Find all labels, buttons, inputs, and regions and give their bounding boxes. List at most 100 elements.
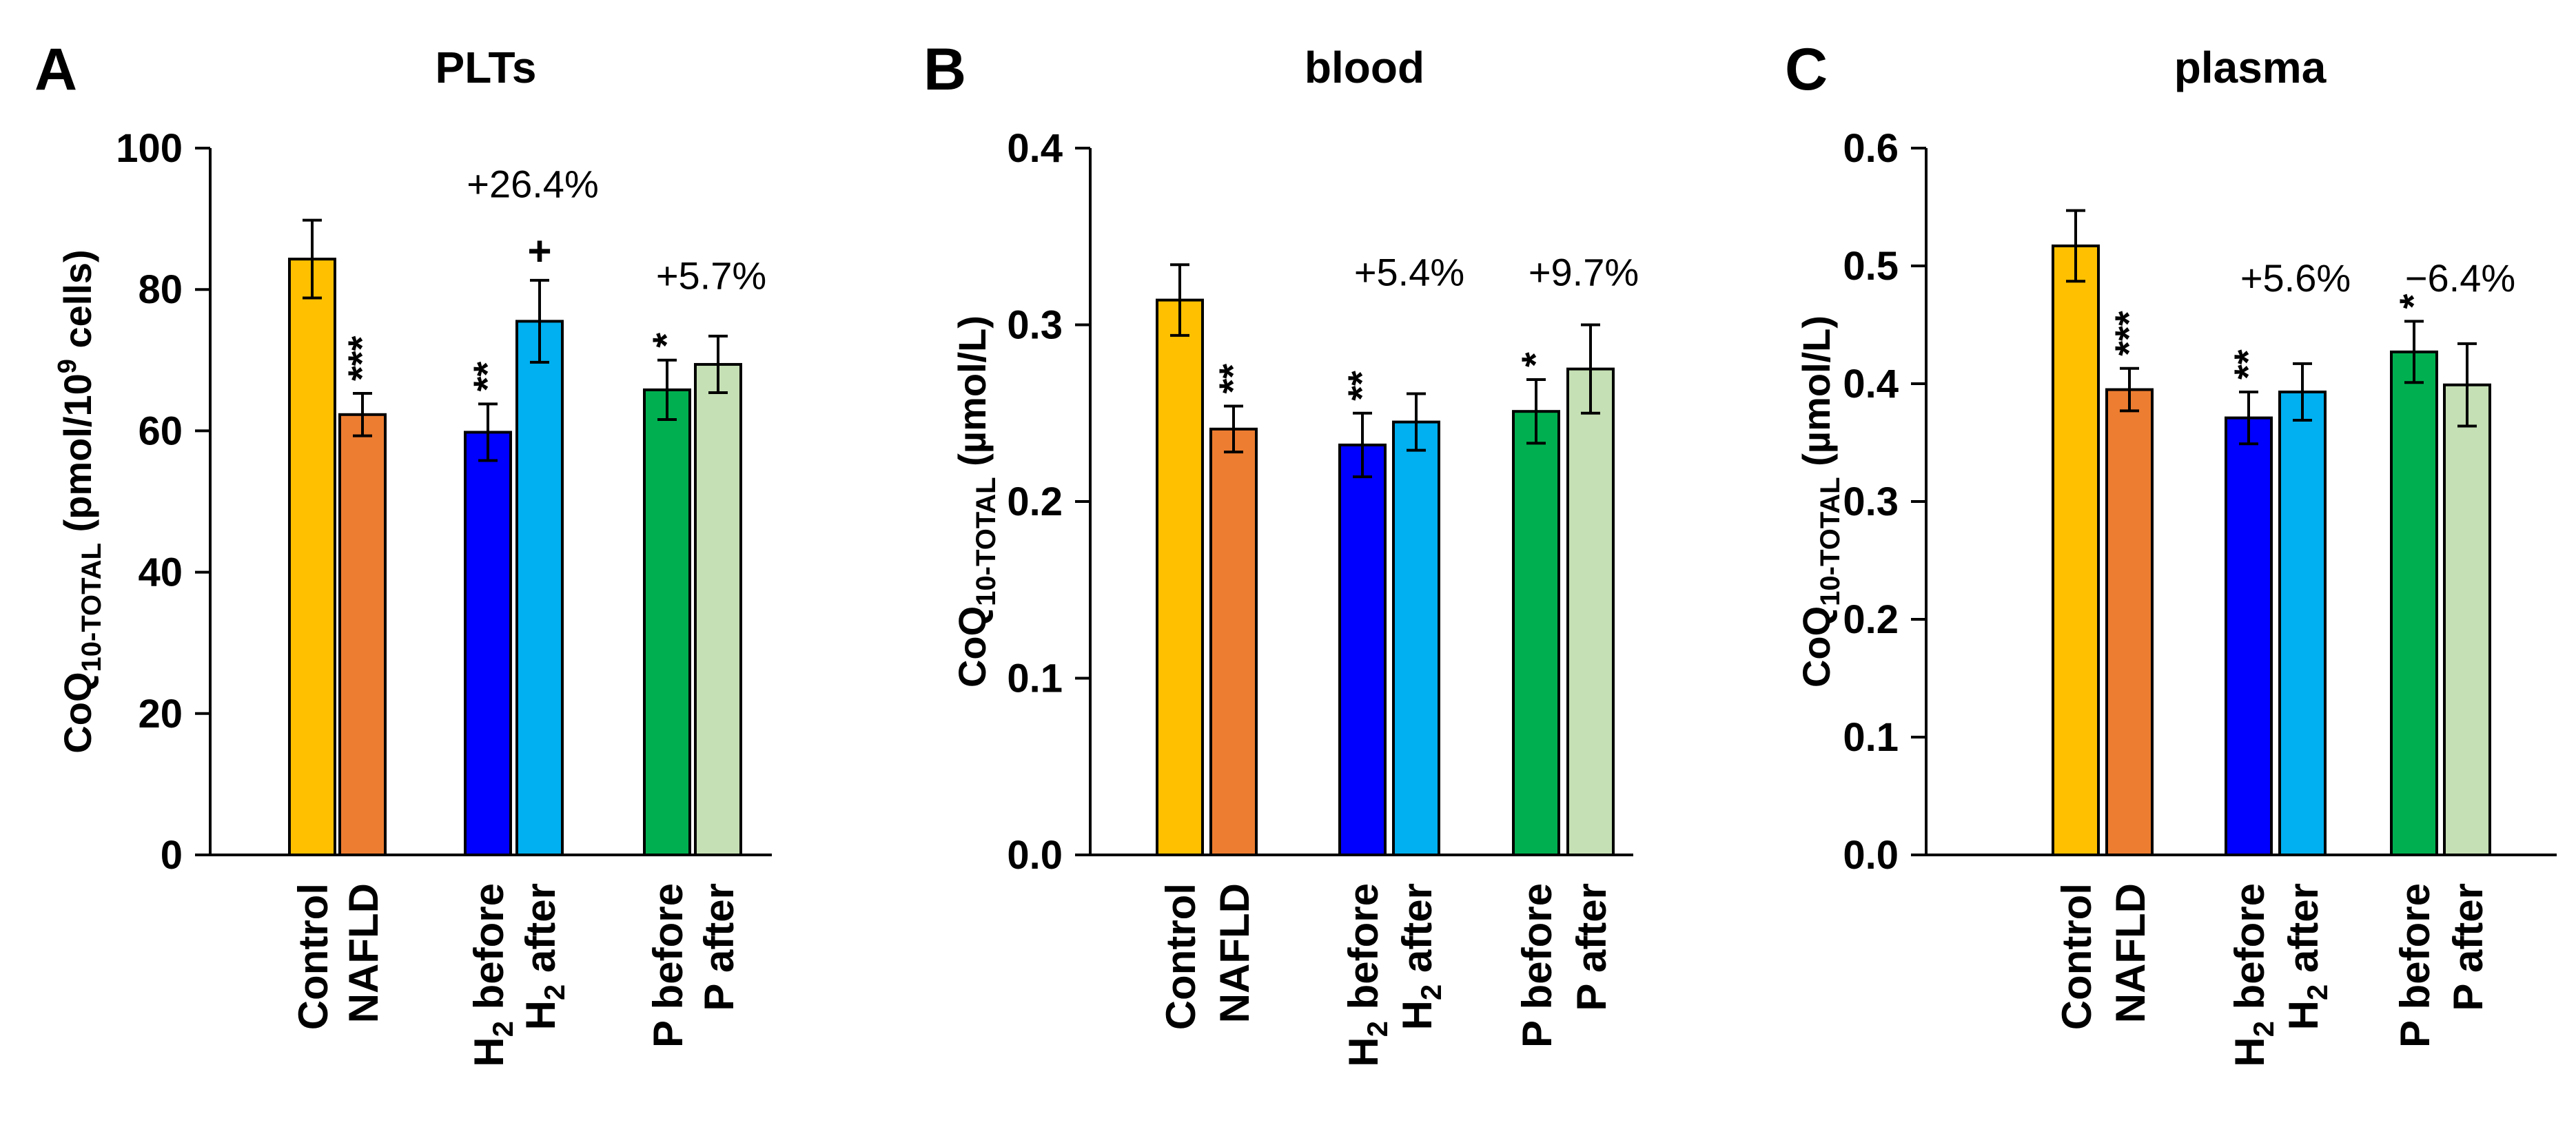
bar-h2-after xyxy=(1392,420,1440,856)
bar-p-before xyxy=(1512,410,1560,856)
significance-marker: ** xyxy=(465,362,509,392)
category-label-subscript: 2 xyxy=(2301,984,2333,1000)
y-axis-title-sup: 9 xyxy=(53,359,82,373)
significance-marker: *** xyxy=(340,335,383,381)
category-label-rest: after xyxy=(518,883,564,984)
category-label-subscript: 2 xyxy=(2247,1021,2280,1037)
y-tick-label: 20 xyxy=(138,692,183,736)
y-tick-label: 0.5 xyxy=(1843,244,1899,289)
bar-h2-before xyxy=(1338,443,1387,856)
y-axis-title-main: CoQ xyxy=(56,672,99,753)
percent-annotation: +9.7% xyxy=(1529,251,1639,294)
percent-annotation: +26.4% xyxy=(467,162,599,205)
x-category-label: NAFLD xyxy=(1212,883,1258,1023)
significance-marker: ** xyxy=(1211,364,1254,394)
significance-marker: * xyxy=(2391,293,2435,309)
y-tick-label: 0.0 xyxy=(1843,833,1899,878)
bar-p-before xyxy=(2390,350,2438,856)
bar-h2-after xyxy=(2278,390,2327,856)
y-tick-label: 0.6 xyxy=(1843,126,1899,171)
x-category-label: P before xyxy=(645,883,691,1048)
y-tick-label: 0.2 xyxy=(1843,597,1899,642)
bar-nafld xyxy=(2105,388,2154,856)
y-axis-title: CoQ10-TOTAL (µmol/L) xyxy=(1795,316,1846,688)
bar-h2-before xyxy=(464,431,512,856)
category-label-rest: before xyxy=(1340,883,1387,1021)
category-label-subscript: 2 xyxy=(538,984,571,1000)
y-tick-label: 100 xyxy=(116,126,183,171)
bar-control xyxy=(2052,244,2100,856)
category-label-subscript: 2 xyxy=(1361,1021,1393,1037)
category-label-rest: after xyxy=(2280,883,2327,984)
bar-p-before xyxy=(643,388,691,856)
x-category-label: H2 before xyxy=(2227,883,2280,1067)
significance-marker: ** xyxy=(2226,349,2269,380)
bar-p-after xyxy=(694,362,742,856)
y-tick-label: 0.2 xyxy=(1007,479,1063,524)
significance-marker: * xyxy=(1513,352,1557,367)
category-label-rest: before xyxy=(2227,883,2273,1021)
y-axis-title: CoQ10-TOTAL (pmol/109 cells) xyxy=(53,249,107,753)
y-axis-title-rest: (µmol/L) xyxy=(1795,316,1838,477)
bar-nafld xyxy=(1209,427,1258,856)
bar-nafld xyxy=(338,413,387,856)
category-label-h: H xyxy=(2227,1037,2273,1066)
category-label-rest: after xyxy=(1394,883,1440,984)
percent-annotation: +5.4% xyxy=(1354,251,1464,294)
panel-letter: A xyxy=(34,37,77,103)
y-axis-title-rest: (µmol/L) xyxy=(950,316,994,477)
significance-marker: + xyxy=(527,228,551,274)
y-axis-title-main: CoQ xyxy=(950,606,994,688)
y-tick-label: 0.0 xyxy=(1007,833,1063,878)
y-axis-title-end: cells) xyxy=(56,249,99,359)
percent-annotation: −6.4% xyxy=(2405,256,2515,300)
panel-a: A PLTs CoQ10-TOTAL (pmol/109 cells) 0 20 40 60… xyxy=(34,37,772,1067)
y-tick-label: 0.4 xyxy=(1007,126,1063,171)
category-label-h: H xyxy=(1394,1000,1440,1030)
bar-p-after xyxy=(2443,383,2491,856)
y-axis-title-sub: 10-TOTAL xyxy=(971,477,1001,606)
y-tick-label: 0 xyxy=(161,833,183,878)
y-tick-label: 0.1 xyxy=(1843,715,1899,760)
y-tick-label: 80 xyxy=(138,267,183,312)
y-tick-label: 0.3 xyxy=(1007,303,1063,348)
y-axis-title: CoQ10-TOTAL (µmol/L) xyxy=(950,316,1001,688)
bar-h2-after xyxy=(515,320,564,856)
bar-h2-before xyxy=(2225,416,2273,856)
x-category-label: H2 after xyxy=(2280,883,2333,1030)
percent-annotation: +5.7% xyxy=(656,254,766,298)
percent-annotation: +5.6% xyxy=(2240,256,2351,300)
panel-title: plasma xyxy=(2174,43,2327,92)
x-category-label: P before xyxy=(1514,883,1560,1048)
y-axis-title-sub: 10-TOTAL xyxy=(1815,477,1846,606)
panel-title: blood xyxy=(1305,43,1424,92)
significance-marker: *** xyxy=(2107,311,2150,356)
bar-p-after xyxy=(1566,367,1615,856)
x-category-label: P after xyxy=(2445,883,2491,1011)
significance-marker: * xyxy=(644,333,688,348)
x-category-label: P after xyxy=(696,883,742,1011)
y-tick-label: 0.3 xyxy=(1843,479,1899,524)
category-label-h: H xyxy=(1340,1037,1387,1066)
x-category-label: Control xyxy=(2054,883,2100,1030)
bar-control xyxy=(288,258,336,857)
x-category-label: H2 before xyxy=(466,883,519,1067)
x-category-label: H2 after xyxy=(1394,883,1447,1030)
x-category-label: NAFLD xyxy=(340,883,387,1023)
category-label-h: H xyxy=(2280,1000,2327,1030)
x-category-label: Control xyxy=(290,883,336,1030)
significance-marker: ** xyxy=(1340,371,1383,401)
y-axis-title-rest: (pmol/10 xyxy=(56,373,99,543)
category-label-subscript: 2 xyxy=(487,1021,519,1037)
x-category-label: P before xyxy=(2392,883,2438,1048)
category-label-h: H xyxy=(466,1037,512,1066)
category-label-h: H xyxy=(518,1000,564,1030)
y-axis-title-sub: 10-TOTAL xyxy=(76,543,107,672)
y-axis-title-main: CoQ xyxy=(1795,606,1838,688)
y-tick-label: 60 xyxy=(138,409,183,453)
y-tick-label: 0.1 xyxy=(1007,657,1063,701)
category-label-subscript: 2 xyxy=(1415,984,1447,1000)
x-category-label: Control xyxy=(1158,883,1204,1030)
